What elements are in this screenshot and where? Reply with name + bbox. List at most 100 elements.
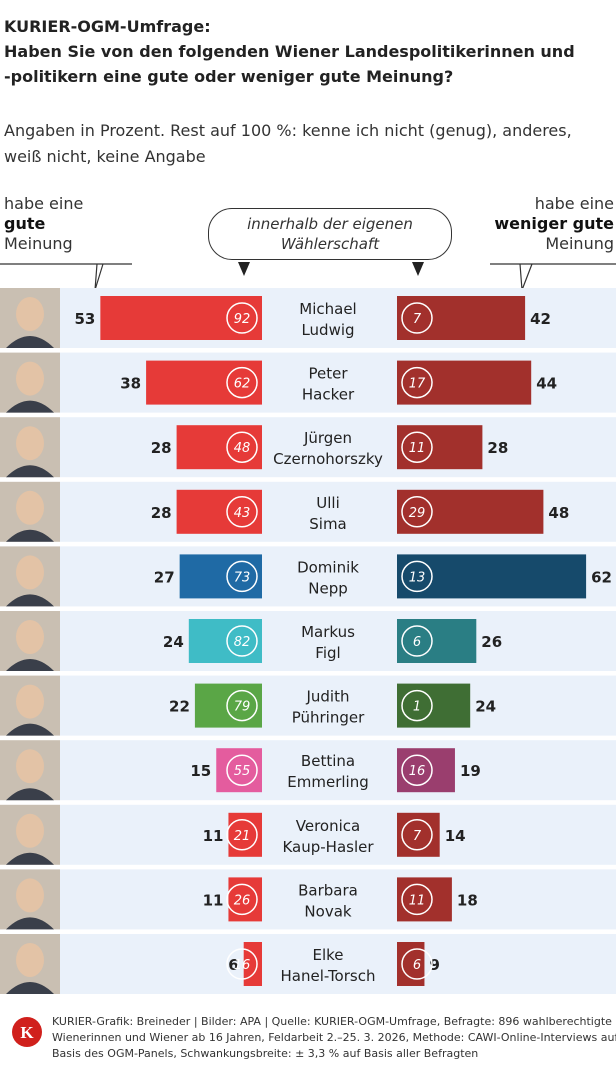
bad-own-value-label: 7 [413,312,422,327]
legend-bad: habe eine weniger gute Meinung [494,194,614,254]
politician-first-name: Barbara [298,881,358,899]
bad-own-value-label: 29 [409,506,426,521]
title-line: -politikern eine gute oder weniger gute … [4,67,454,86]
good-own-value-label: 82 [234,635,251,650]
politician-last-name: Figl [315,644,340,662]
bad-own-circle [401,431,433,463]
legend-bad-pointer [519,263,533,291]
good-own-value-label: 16 [234,958,251,973]
politician-first-name: Bettina [301,752,355,770]
good-value-label: 24 [163,633,184,651]
legend-bad-line1: habe eine [534,194,614,213]
good-value-label: 15 [190,762,211,780]
footer-line: KURIER-Grafik: Breineder | Bilder: APA |… [52,1015,612,1028]
bad-own-circle [401,883,433,916]
good-own-value-label: 55 [234,764,251,779]
good-value-label: 28 [151,504,172,522]
bad-value-label: 26 [481,633,502,651]
subtitle-line: weiß nicht, keine Angabe [4,147,206,166]
row-background [60,740,616,801]
politician-last-name: Emmerling [287,773,368,791]
bad-own-value-label: 13 [409,570,426,585]
good-own-circle [226,625,258,657]
good-own-value-label: 62 [234,377,251,392]
bad-own-value-label: 6 [413,958,421,973]
politician-last-name: Ludwig [301,321,354,339]
portrait-photo [0,611,60,671]
bad-bar [397,425,483,470]
good-bar [188,619,262,663]
politician-first-name: Peter [308,365,348,383]
politician-first-name: Judith [305,688,349,706]
good-bar [176,425,262,470]
bad-own-value-label: 16 [409,764,426,779]
good-own-value-label: 43 [234,506,251,521]
bad-own-value-label: 11 [409,441,426,456]
logo-letter: K [20,1023,34,1042]
bad-own-value-label: 7 [413,829,422,844]
legend-good-line3: Meinung [4,234,73,253]
bad-own-circle [401,496,433,528]
legend-bad-line2: weniger gute [494,214,614,233]
good-value-label: 53 [74,310,95,328]
bad-value-label: 48 [548,504,569,522]
bad-bar [397,619,477,663]
politician-last-name: Sima [309,515,347,533]
good-own-value-label: 92 [234,312,251,327]
bad-own-circle [401,302,433,334]
bad-value-label: 44 [536,375,557,393]
portrait-photo [0,869,60,930]
politician-last-name: Novak [304,902,351,920]
title-line: KURIER-OGM-Umfrage: [4,17,211,36]
bad-value-label: 28 [487,439,508,457]
footer-line: Basis des OGM-Panels, Schwankungsbreite:… [52,1047,479,1060]
politician-last-name: Kaup-Hasler [282,838,374,856]
bad-own-circle [401,754,433,786]
good-own-value-label: 26 [234,893,251,908]
good-own-circle [226,302,258,334]
bad-value-label: 19 [460,762,481,780]
good-own-value-label: 73 [234,570,251,585]
politician-first-name: Elke [312,946,343,964]
politician-first-name: Ulli [316,494,339,512]
bubble-line1: innerhalb der eigenen [247,215,413,233]
good-value-label: 11 [203,891,224,909]
bad-bar [397,877,452,922]
politician-last-name: Pühringer [292,709,365,727]
portrait-photo [0,546,60,607]
politician-first-name: Dominik [297,558,359,576]
good-value-label: 11 [203,827,224,845]
subtitle-line: Angaben in Prozent. Rest auf 100 %: kenn… [4,121,572,140]
good-own-circle [226,366,258,399]
bad-own-circle [401,948,433,980]
politician-last-name: Hanel-Torsch [281,967,376,985]
bad-bar [397,748,455,793]
good-own-circle [226,819,258,851]
good-value-label: 6 [228,956,238,974]
row-background [60,417,616,478]
bad-value-label: 18 [457,891,478,909]
good-own-value-label: 48 [234,441,251,456]
bubble-pointer-right [412,262,424,276]
legend-good: habe eine gute Meinung [4,194,83,254]
portrait-photo [0,804,60,865]
portrait-photo [0,417,60,478]
bad-value-label: 9 [429,956,439,974]
row-background [60,675,616,736]
bad-own-circle [401,625,433,657]
portrait-photo [0,675,60,736]
bubble-pointer-left [238,262,250,276]
legend-good-line1: habe eine [4,194,84,213]
good-own-circle [226,496,258,528]
good-own-value-label: 21 [234,829,251,844]
chart-subtitle: Angaben in Prozent. Rest auf 100 %: kenn… [4,118,604,170]
politician-first-name: Jürgen [303,429,352,447]
politician-last-name: Nepp [308,579,348,597]
good-own-circle [226,560,258,593]
portrait-photo [0,352,60,413]
kurier-logo: K [12,1017,42,1047]
bad-own-value-label: 1 [413,700,421,715]
source-footer: KURIER-Grafik: Breineder | Bilder: APA |… [52,1014,616,1062]
legend-good-line2: gute [4,214,46,233]
